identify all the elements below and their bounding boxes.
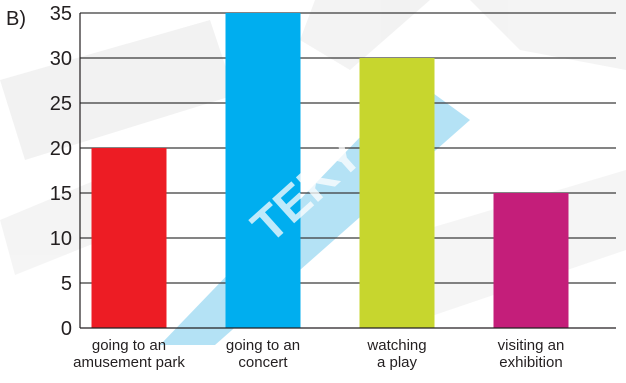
y-tick-label-0: 0 xyxy=(61,318,72,340)
x-category-label-2-line-1: a play xyxy=(377,354,418,371)
x-category-label-0-line-1: amusement park xyxy=(73,354,185,371)
y-tick-label-20: 20 xyxy=(50,138,72,160)
bar-1 xyxy=(225,13,301,328)
y-tick-labels: 0 5 10 15 20 25 30 35 xyxy=(50,3,72,340)
x-category-label-2-line-0: watching xyxy=(366,337,426,354)
x-category-label-3-line-0: visiting an xyxy=(498,337,565,354)
x-category-label-1-line-0: going to an xyxy=(226,337,300,354)
y-tick-label-5: 5 xyxy=(61,273,72,295)
y-tick-label-25: 25 xyxy=(50,93,72,115)
bars xyxy=(91,13,569,328)
y-tick-label-35: 35 xyxy=(50,3,72,25)
y-tick-label-10: 10 xyxy=(50,228,72,250)
bar-2 xyxy=(359,58,435,328)
bar-3 xyxy=(493,193,569,328)
y-tick-label-15: 15 xyxy=(50,183,72,205)
panel-label: B) xyxy=(6,8,26,30)
bar-0 xyxy=(91,148,167,328)
y-tick-label-30: 30 xyxy=(50,48,72,70)
x-category-label-1-line-1: concert xyxy=(238,354,288,371)
axes xyxy=(79,13,616,329)
x-category-label-0-line-0: going to an xyxy=(92,337,166,354)
x-category-label-3-line-1: exhibition xyxy=(499,354,562,371)
